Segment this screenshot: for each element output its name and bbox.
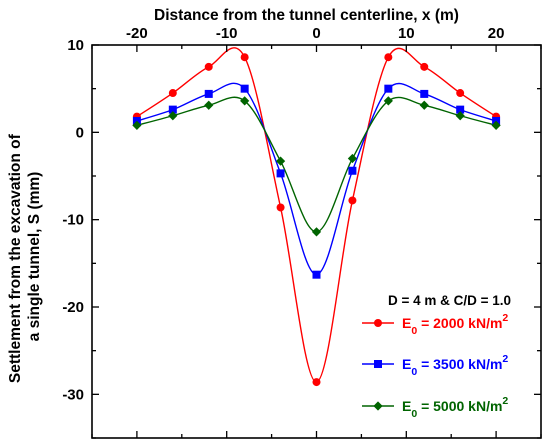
series-line-2 [136,82,497,276]
data-point-series-2 [168,105,177,114]
data-point-series-1 [276,203,285,212]
x-tick-label: -20 [126,25,148,42]
y-tick-label: -30 [62,386,84,403]
data-point-series-3 [168,111,178,121]
data-point-series-3 [275,156,286,166]
data-point-series-2 [312,270,321,279]
data-point-series-2 [204,89,213,98]
data-point-series-2 [348,166,357,175]
legend-marker-2 [374,360,382,368]
data-point-series-1 [384,53,393,62]
x-tick-label: -10 [216,25,238,42]
data-point-series-2 [456,105,465,114]
y-tick-label: 0 [76,124,84,141]
series-line-3 [136,96,497,233]
legend-marker-3 [373,401,383,411]
y-axis-title-line-1: Settlement from the excavation of [7,133,24,383]
y-tick-label: -20 [62,299,84,316]
annotation-text: D = 4 m & C/D = 1.0 [388,293,511,308]
data-point-series-1 [168,89,177,98]
legend-label-2: E0 = 3500 kN/m2 [402,353,508,378]
y-axis-title: Settlement from the excavation of a sing… [7,130,43,383]
legend-label-3: E0 = 5000 kN/m2 [402,395,508,420]
data-point-series-3 [455,111,465,121]
y-tick-label: 10 [67,37,84,54]
data-point-series-2 [384,84,393,93]
data-point-series-3 [383,96,393,106]
data-point-series-3 [311,227,322,237]
data-point-series-3 [132,120,142,130]
data-point-series-1 [240,53,249,62]
series-curves [136,47,497,383]
series-line-1 [136,47,497,383]
y-tick-labels: 10 0 -10 -20 -30 [62,37,84,403]
y-axis-title-line-2: a single tunnel, S (mm) [26,172,43,342]
data-point-series-1 [420,62,429,71]
series-markers [132,53,501,387]
x-tick-label: 20 [488,25,505,42]
data-point-series-3 [491,120,501,130]
legend-marker-1 [374,319,382,327]
data-point-series-3 [204,100,214,110]
data-point-series-1 [348,196,357,205]
legend: E0 = 2000 kN/m2 E0 = 3500 kN/m2 E0 = 5000 … [362,312,508,420]
x-tick-label: 10 [398,25,415,42]
data-point-series-1 [312,378,321,387]
data-point-series-1 [456,89,465,98]
data-point-series-2 [276,169,285,178]
data-point-series-3 [347,153,358,164]
axis-ticks [91,44,542,439]
x-tick-labels: -20 -10 0 10 20 [126,25,504,42]
data-point-series-3 [419,100,429,110]
x-tick-label: 0 [312,25,320,42]
data-point-series-2 [240,84,249,93]
y-tick-label: -10 [62,212,84,229]
data-point-series-2 [420,89,429,98]
legend-label-1: E0 = 2000 kN/m2 [402,312,508,337]
data-point-series-3 [240,96,250,106]
data-point-series-1 [204,62,213,71]
x-axis-title: Distance from the tunnel centerline, x (… [154,7,459,24]
